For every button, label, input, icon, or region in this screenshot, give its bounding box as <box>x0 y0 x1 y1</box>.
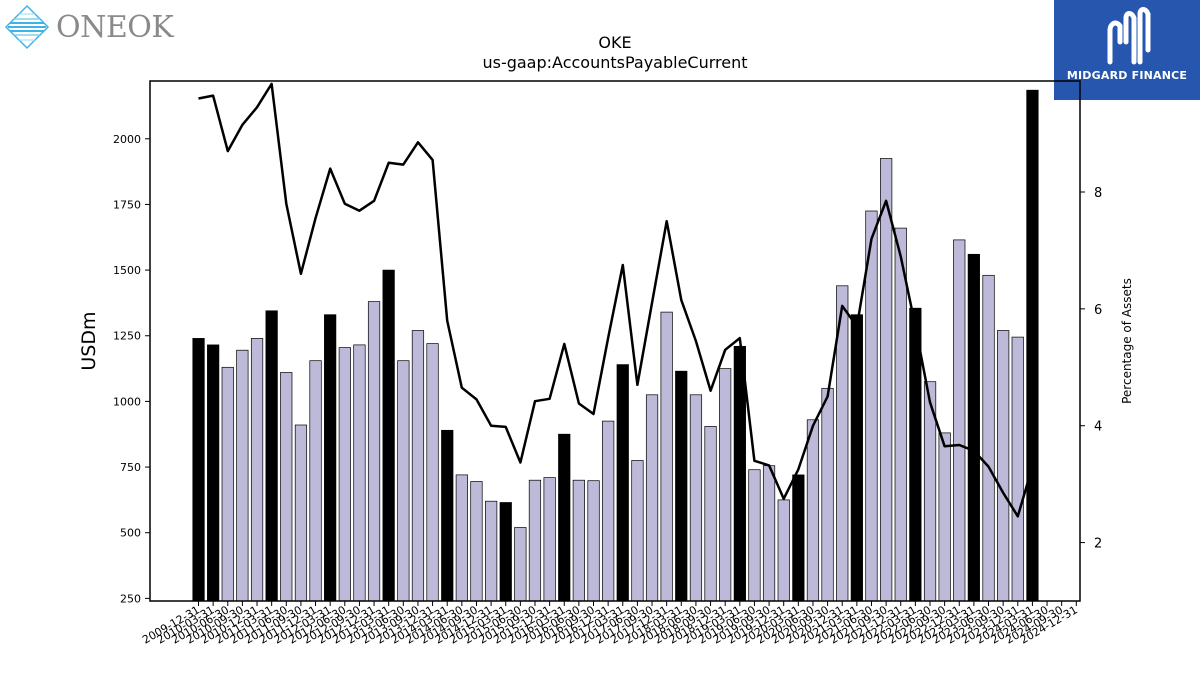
bar <box>997 330 1010 602</box>
bar <box>558 433 571 602</box>
bar <box>777 499 790 602</box>
bar <box>250 338 264 602</box>
y-axis: 250 500 750 1000 1250 1500 1750 2000 <box>113 133 150 605</box>
bar <box>967 253 980 602</box>
bar <box>543 477 556 602</box>
bar <box>499 502 512 602</box>
bar <box>397 360 410 602</box>
bar <box>1011 336 1024 602</box>
bar <box>367 301 381 602</box>
bar <box>221 366 234 602</box>
bar <box>528 479 542 602</box>
bar <box>602 420 615 602</box>
bar <box>645 394 659 602</box>
bar <box>762 465 776 602</box>
bar <box>631 460 644 602</box>
bar <box>441 429 454 602</box>
bar <box>821 387 834 602</box>
y2-tick-label: 8 <box>1094 186 1102 201</box>
bar <box>280 372 293 602</box>
y-tick-label: 1750 <box>113 198 141 211</box>
y-axis-label: USDm <box>78 311 100 370</box>
y-tick-label: 1000 <box>113 395 141 408</box>
bar <box>704 426 717 602</box>
chart-subtitle: us-gaap:AccountsPayableCurrent <box>482 53 747 72</box>
y2-axis-label: Percentage of Assets <box>1120 278 1134 404</box>
bar <box>514 527 527 602</box>
bar <box>470 481 483 602</box>
bar <box>660 311 673 602</box>
midgard-finance-brand-text: MIDGARD FINANCE <box>1066 69 1188 82</box>
x-axis: 2009-12-312010-03-312010-06-302010-09-30… <box>140 601 1080 647</box>
bar <box>353 344 366 602</box>
bar <box>294 424 308 602</box>
bar <box>309 360 322 602</box>
bar <box>880 158 893 602</box>
y2-tick-label: 4 <box>1094 420 1102 435</box>
y2-tick-label: 2 <box>1094 537 1102 552</box>
bar <box>485 500 498 602</box>
y-tick-label: 1500 <box>113 264 141 277</box>
line-series <box>198 82 1034 518</box>
bar <box>894 227 907 602</box>
bar <box>338 347 351 602</box>
bar <box>719 368 732 602</box>
midgard-finance-logo: MIDGARD FINANCE <box>1054 0 1200 100</box>
bar <box>953 239 966 602</box>
oneok-brand-text: ONEOK <box>56 10 174 45</box>
chart-title: OKE <box>598 33 631 52</box>
oneok-diamond-logo-icon <box>4 4 50 50</box>
bar <box>938 432 951 602</box>
bar <box>733 345 746 602</box>
oneok-logo: ONEOK <box>4 4 174 50</box>
bar-series <box>192 89 1039 602</box>
y-tick-label: 750 <box>120 461 141 474</box>
bar <box>587 480 600 602</box>
bar <box>1026 89 1039 602</box>
bar <box>792 474 805 602</box>
bar <box>572 479 585 602</box>
y-tick-label: 500 <box>120 527 141 540</box>
bar <box>382 269 395 602</box>
bar <box>806 419 820 602</box>
bar <box>192 338 205 602</box>
y2-axis: 2 4 6 8 <box>1080 186 1102 552</box>
bar <box>265 310 278 602</box>
bar <box>207 344 220 602</box>
bar <box>455 474 468 602</box>
bar <box>324 314 337 602</box>
bar <box>411 330 425 602</box>
bar <box>689 394 703 602</box>
midgard-finance-logo-icon <box>1107 7 1151 65</box>
bar <box>675 370 688 602</box>
bar <box>850 314 863 602</box>
y-tick-label: 250 <box>120 592 141 605</box>
y-tick-label: 2000 <box>113 133 141 146</box>
plot-frame <box>149 80 1081 602</box>
y-tick-label: 1250 <box>113 330 141 343</box>
percentage-line <box>198 82 1034 518</box>
bar <box>616 364 629 602</box>
bar <box>236 349 249 602</box>
bar <box>982 274 995 602</box>
y2-tick-label: 6 <box>1094 303 1102 318</box>
bar <box>748 469 761 602</box>
bar <box>426 343 439 602</box>
